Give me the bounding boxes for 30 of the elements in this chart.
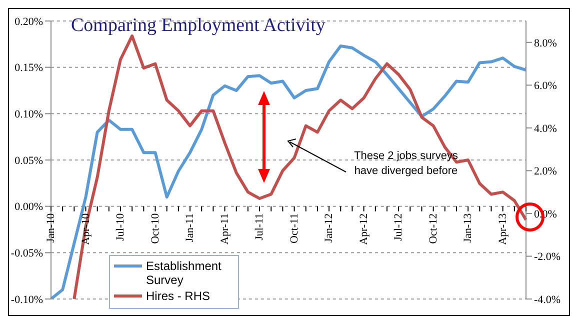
y2-tick-label: 2.0% [534,166,557,178]
legend-label: Hires - RHS [146,289,210,303]
x-tick-label: Jan-10 [45,212,57,243]
x-tick-label: Apr-10 [80,212,92,245]
x-tick-label: Oct-10 [149,212,162,244]
x-tick-label: Jan-11 [184,213,196,242]
x-tick-label: Jan-12 [323,213,336,243]
y-tick-label: 0.20% [14,16,43,28]
y-tick-label: -0.10% [10,294,43,306]
y2-tick-label: -2.0% [534,251,561,264]
y2-tick-label: 8.0% [534,37,557,50]
x-tick-label: Jul-11 [254,213,266,240]
x-tick-label: Jul-12 [392,213,405,241]
x-tick-label: Oct-11 [288,213,300,244]
y-tick-label: -0.05% [10,248,43,260]
y-tick-label: 0.15% [14,62,43,74]
y2-tick-label: 6.0% [534,80,557,92]
x-tick-label: Apr-11 [218,213,231,244]
y2-tick-label: -4.0% [534,294,561,306]
y2-tick-label: 4.0% [534,122,557,135]
x-tick-label: Jul-10 [114,212,127,241]
chart-title: Comparing Employment Activity [71,15,326,37]
legend-label: Establishment Survey [146,259,222,287]
x-tick-label: Apr-13 [496,212,509,245]
x-tick-label: Oct-12 [427,213,440,244]
x-tick-label: Jan-13 [462,212,474,243]
y-tick-label: 0.00% [14,201,43,214]
y-tick-label: 0.10% [14,108,43,121]
y-tick-label: 0.05% [14,154,43,167]
x-tick-label: Apr-12 [358,213,370,245]
